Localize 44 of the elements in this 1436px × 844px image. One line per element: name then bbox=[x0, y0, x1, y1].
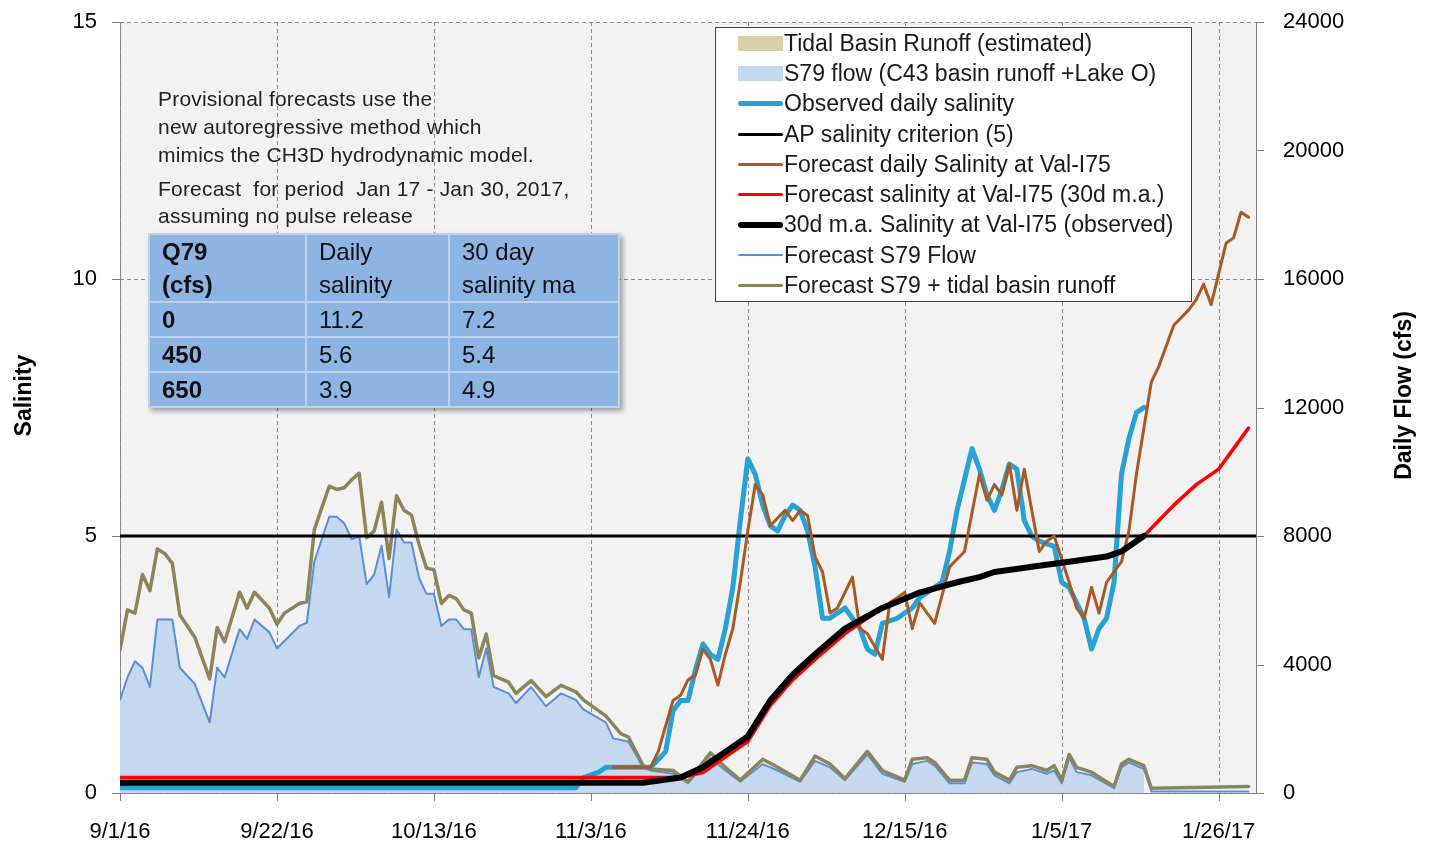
legend-label: 30d m.a. Salinity at Val-I75 (observed) bbox=[784, 211, 1174, 239]
annotation: 11.2 bbox=[306, 302, 449, 337]
y-tick-label: 10 bbox=[72, 265, 97, 291]
legend-label: Forecast daily Salinity at Val-I75 bbox=[784, 150, 1111, 178]
annotation: Provisional forecasts use the new autoregressive method which mimics the CH3D hydrodynamic model. bbox=[158, 86, 535, 168]
annotation: 0 bbox=[149, 302, 306, 337]
annotation: Daily salinity bbox=[306, 234, 449, 302]
y2-tick-label: 24000 bbox=[1283, 8, 1345, 34]
x-tick-label: 10/13/16 bbox=[391, 818, 477, 844]
legend-label: Forecast S79 + tidal basin runoff bbox=[784, 272, 1116, 300]
annotation: 30 day salinity ma bbox=[449, 234, 619, 302]
y2-tick-label: 20000 bbox=[1283, 136, 1345, 162]
legend-label: Tidal Basin Runoff (estimated) bbox=[784, 29, 1093, 57]
annotation: 5.6 bbox=[306, 337, 449, 372]
y-axis-title: Salinity bbox=[10, 354, 37, 437]
y2-tick-label: 0 bbox=[1283, 779, 1296, 805]
x-tick-label: 9/1/16 bbox=[89, 818, 151, 844]
annotation: Q79 (cfs) bbox=[149, 234, 306, 302]
y2-tick-label: 12000 bbox=[1283, 393, 1345, 419]
legend-label: S79 flow (C43 basin runoff +Lake O) bbox=[784, 59, 1157, 87]
x-tick-label: 11/3/16 bbox=[554, 818, 627, 844]
legend-label: AP salinity criterion (5) bbox=[784, 120, 1014, 148]
x-tick-label: 11/24/16 bbox=[705, 818, 790, 844]
legend-label: Observed daily salinity bbox=[784, 90, 1015, 118]
annotation: 4.9 bbox=[449, 372, 619, 407]
y-tick-label: 5 bbox=[84, 522, 97, 548]
y2-axis-title: Daily Flow (cfs) bbox=[1390, 311, 1417, 480]
legend-label: Forecast salinity at Val-I75 (30d m.a.) bbox=[784, 181, 1165, 209]
x-tick-label: 1/5/17 bbox=[1031, 818, 1093, 844]
y-tick-label: 15 bbox=[72, 8, 97, 34]
x-tick-label: 1/26/17 bbox=[1181, 818, 1256, 844]
legend-label: Forecast S79 Flow bbox=[784, 241, 976, 269]
x-tick-label: 12/15/16 bbox=[861, 818, 948, 844]
annotation: 450 bbox=[149, 337, 306, 372]
annotation: 650 bbox=[149, 372, 306, 407]
y2-tick-label: 16000 bbox=[1283, 265, 1345, 291]
annotation: 3.9 bbox=[306, 372, 449, 407]
x-tick-label: 9/22/16 bbox=[240, 818, 314, 844]
y2-tick-label: 8000 bbox=[1283, 522, 1332, 548]
y-tick-label: 0 bbox=[84, 779, 97, 805]
annotation: Forecast for period Jan 17 - Jan 30, 2017, assuming no pulse release bbox=[158, 176, 571, 229]
annotation: 5.4 bbox=[449, 337, 619, 372]
annotation: 7.2 bbox=[449, 302, 619, 337]
y2-tick-label: 4000 bbox=[1283, 650, 1332, 676]
